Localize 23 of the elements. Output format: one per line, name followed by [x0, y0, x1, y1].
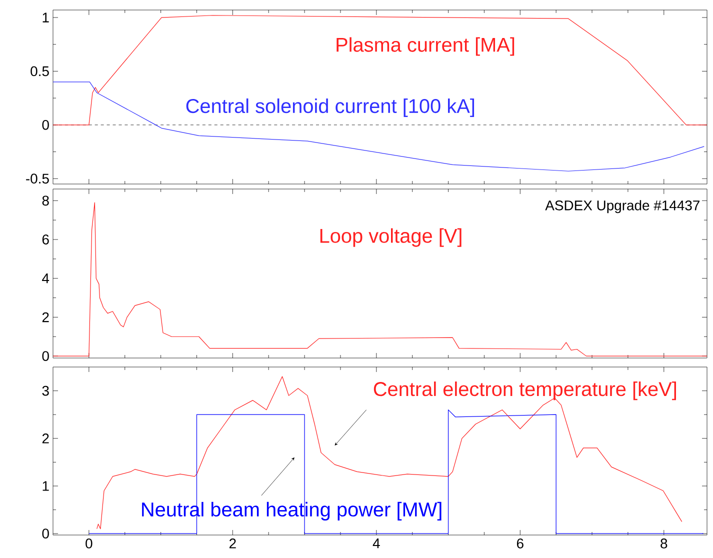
series-label: Plasma current [MA]	[336, 37, 514, 56]
x-tick-label: 0	[86, 538, 92, 548]
y-tick-label: 2	[42, 434, 49, 444]
x-tick-label: 6	[516, 538, 524, 548]
y-tick-label: 8	[42, 196, 49, 206]
y-tick-label: 4	[42, 274, 50, 284]
y-tick-label: 2	[42, 312, 49, 322]
annotation: ASDEX Upgrade #14437	[545, 200, 700, 214]
x-tick-label: 8	[660, 538, 668, 548]
y-tick-label: 1	[42, 12, 49, 22]
y-tick-label: 6	[42, 234, 49, 244]
y-tick-label: 0	[42, 351, 49, 361]
x-tick-label: 2	[229, 538, 236, 548]
text: Loop voltage [V]	[320, 228, 462, 247]
series-label: Central solenoid current [100 kA]	[186, 98, 474, 118]
y-tick-label: 0	[42, 120, 49, 130]
x-tick-label: 4	[372, 538, 380, 548]
y-tick-label: 0	[42, 528, 49, 539]
y-tick-label: 3	[42, 386, 49, 396]
series-label: Central electron temperature [keV]	[374, 382, 676, 400]
y-tick-label: 1	[42, 481, 49, 491]
y-tick-label: -0.5	[26, 174, 49, 184]
y-tick-label: 0.5	[30, 66, 49, 76]
